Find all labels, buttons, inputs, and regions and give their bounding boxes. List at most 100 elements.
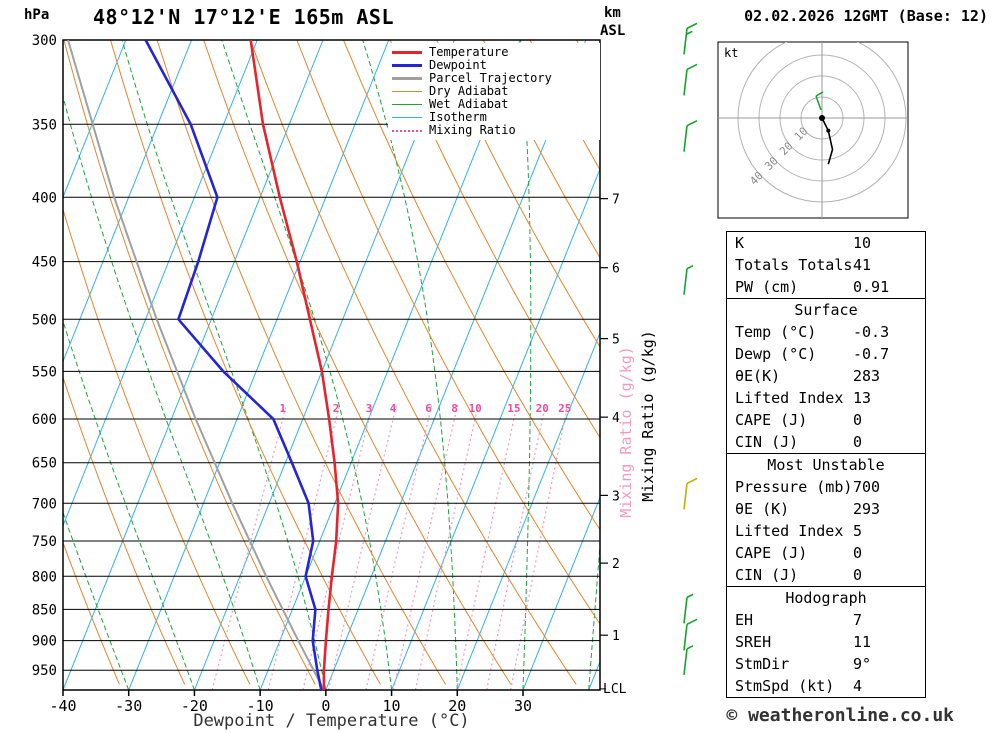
wind-barbs [683, 22, 698, 675]
stat-label: K [735, 234, 745, 252]
svg-text:10: 10 [383, 697, 401, 715]
km-axis: 7 6 5 4 3 2 1 LCL [600, 193, 627, 697]
table-row: StmDir 9° [727, 653, 925, 675]
svg-text:0: 0 [321, 697, 330, 715]
table-row: CIN (J) 0 [727, 431, 925, 453]
stat-label: CAPE (J) [735, 411, 808, 429]
station-title: 48°12'N 17°12'E 165m ASL [93, 5, 394, 29]
stat-label: PW (cm) [735, 278, 799, 296]
profiles [67, 40, 340, 690]
legend-item: Temperature [392, 46, 600, 59]
svg-text:-40: -40 [49, 697, 76, 715]
stat-label: CAPE (J) [735, 544, 808, 562]
svg-text:500: 500 [32, 312, 57, 328]
mixing-ratio-lines [211, 404, 569, 690]
svg-text:2: 2 [333, 402, 340, 415]
indices-panel: K 10 Totals Totals 41 PW (cm) 0.91 Surface Temp… [726, 231, 926, 698]
table-row: Totals Totals 41 [727, 254, 925, 276]
legend-label: Parcel Trajectory [429, 71, 552, 85]
isotherms [63, 40, 600, 690]
dewpoint-line [144, 40, 323, 690]
section-title: Most Unstable [767, 456, 885, 474]
stat-label: Lifted Index [735, 389, 844, 407]
stat-value: 4 [853, 677, 863, 695]
svg-text:950: 950 [32, 663, 57, 679]
svg-text:5: 5 [612, 333, 620, 348]
stat-value: 0 [853, 411, 863, 429]
stat-value: -0.3 [853, 323, 890, 341]
table-row: SREH 11 [727, 631, 925, 653]
svg-text:6: 6 [425, 402, 432, 415]
table-row: PW (cm) 0.91 [727, 276, 925, 298]
legend-swatch [392, 104, 422, 105]
stat-value: 700 [853, 478, 881, 496]
table-row: Pressure (mb) 700 [727, 476, 925, 498]
stat-value: 0.91 [853, 278, 890, 296]
svg-text:300: 300 [32, 33, 57, 49]
svg-text:850: 850 [32, 602, 57, 618]
stat-label: Temp (°C) [735, 323, 817, 341]
legend-swatch [392, 117, 422, 118]
table-section: Most Unstable Pressure (mb) 700 θE (K) 293 Li… [726, 453, 926, 587]
wet-adiabats [63, 40, 600, 690]
svg-text:-20: -20 [181, 697, 208, 715]
legend-item: Wet Adiabat [392, 98, 600, 111]
section-title: Surface [794, 301, 858, 319]
stat-value: 0 [853, 433, 863, 451]
svg-text:3: 3 [366, 402, 373, 415]
table-row: Lifted Index 5 [727, 520, 925, 542]
svg-text:2: 2 [612, 557, 620, 572]
svg-text:600: 600 [32, 412, 57, 428]
table-row: θE(K) 283 [727, 365, 925, 387]
svg-text:350: 350 [32, 117, 57, 133]
svg-text:4: 4 [390, 402, 397, 415]
stat-label: θE (K) [735, 500, 790, 518]
svg-text:750: 750 [32, 534, 57, 550]
table-row: Dewp (°C) -0.7 [727, 343, 925, 365]
mixing-ratio-axis-label-pink: Mixing Ratio (g/kg) [617, 346, 635, 518]
svg-text:8: 8 [451, 402, 458, 415]
stat-value: 7 [853, 611, 863, 629]
table-row: K 10 [727, 232, 925, 254]
stat-value: 9° [853, 655, 872, 673]
table-section: Surface Temp (°C) -0.3 Dewp (°C) -0.7 θE(K) 28… [726, 298, 926, 454]
stat-label: CIN (J) [735, 566, 799, 584]
svg-text:450: 450 [32, 255, 57, 271]
svg-text:20: 20 [536, 402, 549, 415]
legend-swatch [392, 51, 422, 54]
table-row: θE (K) 293 [727, 498, 925, 520]
svg-text:800: 800 [32, 569, 57, 585]
svg-text:550: 550 [32, 364, 57, 380]
svg-text:3: 3 [612, 489, 620, 504]
asl-unit-label: ASL [600, 23, 626, 39]
svg-text:7: 7 [612, 193, 620, 208]
dry-adiabats [63, 40, 600, 685]
stat-label: θE(K) [735, 367, 781, 385]
table-row: EH 7 [727, 609, 925, 631]
legend-label: Dewpoint [429, 58, 487, 72]
legend-swatch [392, 91, 422, 92]
stat-label: Totals Totals [735, 256, 853, 274]
legend-item: Mixing Ratio [392, 124, 600, 137]
table-row: CAPE (J) 0 [727, 409, 925, 431]
copyright: © weatheronline.co.uk [726, 705, 954, 726]
stat-label: Lifted Index [735, 522, 844, 540]
legend-item: Isotherm [392, 111, 600, 124]
pressure-unit-label: hPa [24, 7, 50, 23]
legend-item: Dry Adiabat [392, 85, 600, 98]
table-row: CIN (J) 0 [727, 564, 925, 586]
svg-text:25: 25 [558, 402, 571, 415]
svg-text:20: 20 [448, 697, 466, 715]
svg-text:-10: -10 [247, 697, 274, 715]
stat-label: Pressure (mb) [735, 478, 853, 496]
parcel-trajectory-line [67, 40, 325, 690]
stat-label: SREH [735, 633, 772, 651]
run-timestamp: 02.02.2026 12GMT (Base: 12) [744, 7, 988, 25]
stat-value: 5 [853, 522, 863, 540]
mixing-ratio-labels: 1 2 3 4 6 8 10 15 20 25 [279, 402, 571, 415]
legend-label: Dry Adiabat [429, 84, 509, 98]
table-row: CAPE (J) 0 [727, 542, 925, 564]
stat-value: 41 [853, 256, 872, 274]
